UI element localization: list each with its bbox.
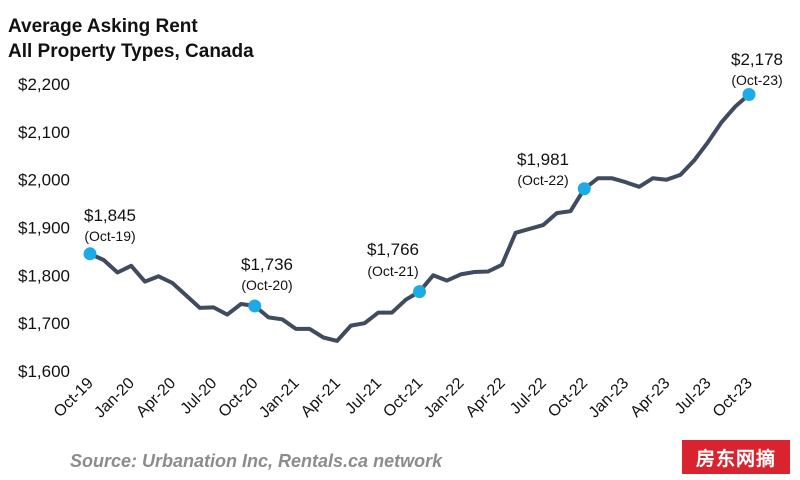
- source-note: Source: Urbanation Inc, Rentals.ca netwo…: [70, 451, 443, 471]
- annotation-value-label: $1,736: [241, 255, 293, 274]
- x-tick-label: Apr-23: [627, 375, 673, 421]
- x-tick-label: Oct-21: [380, 375, 426, 421]
- x-tick-label: Oct-19: [51, 375, 97, 421]
- y-tick-label: $2,200: [18, 75, 70, 94]
- x-tick-label: Jan-23: [586, 375, 633, 422]
- y-tick-label: $1,800: [18, 266, 70, 285]
- chart-title-line1: Average Asking Rent: [8, 16, 198, 37]
- highlight-point: [248, 299, 262, 313]
- y-tick-label: $1,600: [18, 362, 70, 381]
- x-tick-label: Oct-20: [216, 375, 262, 421]
- x-tick-label: Jul-23: [672, 375, 715, 418]
- highlight-point: [83, 247, 97, 261]
- annotation-date-label: (Oct-22): [517, 172, 568, 188]
- x-tick-label: Apr-21: [298, 375, 344, 421]
- highlight-point: [577, 182, 591, 196]
- x-tick-label: Apr-20: [133, 375, 179, 421]
- y-tick-label: $1,900: [18, 219, 70, 238]
- y-tick-label: $1,700: [18, 314, 70, 333]
- annotation-value-label: $2,178: [731, 50, 783, 69]
- x-tick-label: Jan-20: [91, 375, 138, 422]
- x-tick-label: Apr-22: [463, 375, 509, 421]
- x-tick-label: Oct-22: [545, 375, 591, 421]
- annotation-date-label: (Oct-19): [84, 228, 135, 244]
- highlight-point: [742, 88, 756, 102]
- x-tick-label: Oct-23: [710, 375, 756, 421]
- x-tick-label: Jan-21: [256, 375, 303, 422]
- annotation-value-label: $1,766: [367, 240, 419, 259]
- annotation-value-label: $1,981: [517, 150, 569, 169]
- annotation-date-label: (Oct-20): [241, 277, 292, 293]
- annotation-date-label: (Oct-23): [731, 72, 782, 88]
- annotation-date-label: (Oct-21): [367, 263, 418, 279]
- x-tick-label: Jan-22: [421, 375, 468, 422]
- chart-title-line2: All Property Types, Canada: [8, 41, 254, 62]
- highlight-point: [413, 285, 426, 299]
- y-tick-label: $2,100: [18, 123, 70, 142]
- watermark-badge: 房东网摘: [682, 440, 790, 474]
- annotation-value-label: $1,845: [84, 206, 136, 225]
- line-chart: $1,600 $1,700 $1,800 $1,900 $2,000 $2,100 $2,2…: [18, 50, 783, 422]
- x-tick-label: Jul-21: [342, 375, 385, 418]
- series-line: [88, 92, 751, 343]
- x-tick-label: Jul-22: [507, 375, 550, 418]
- x-tick-label: Jul-20: [178, 375, 221, 418]
- chart-title: Average Asking Rent All Property Types, …: [8, 14, 254, 64]
- y-tick-label: $2,000: [18, 171, 70, 190]
